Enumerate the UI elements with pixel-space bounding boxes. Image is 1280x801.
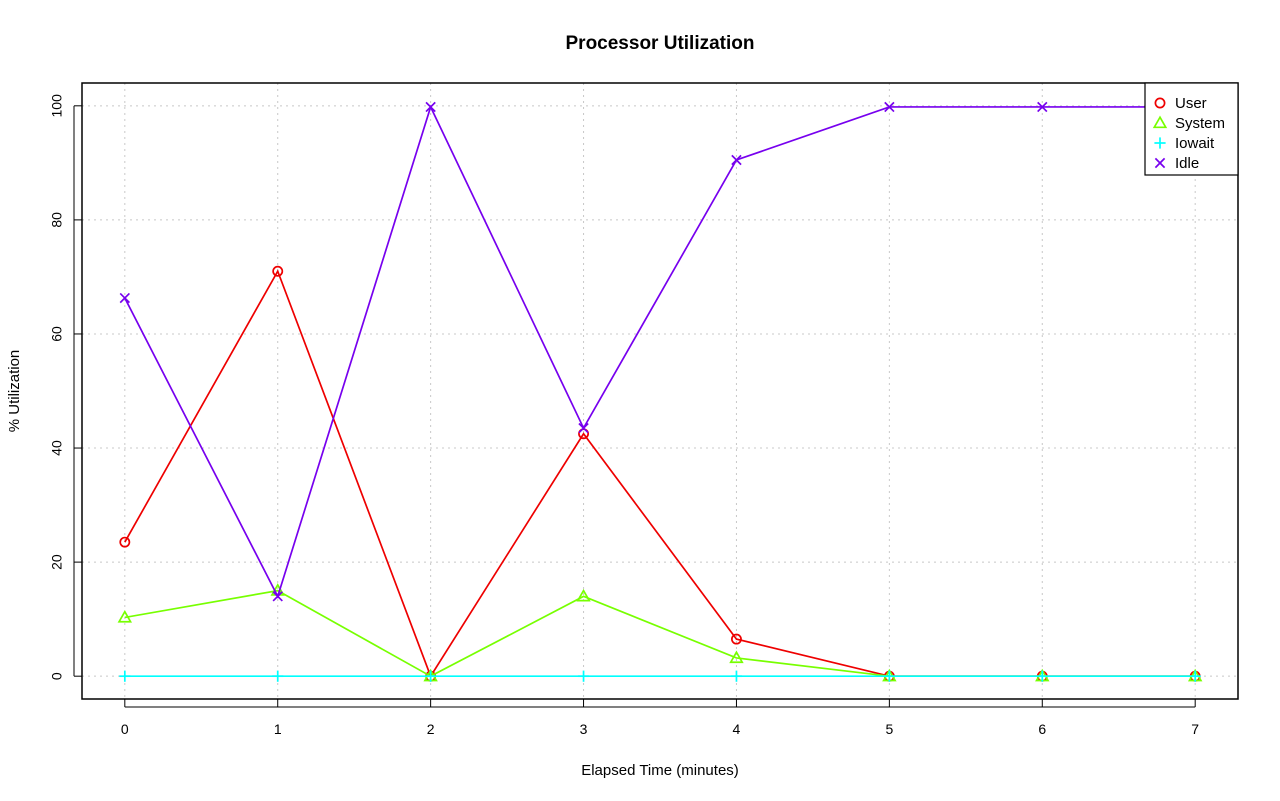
marker-cross-b xyxy=(272,591,283,602)
y-tick-label: 20 xyxy=(49,554,65,570)
x-axis-label: Elapsed Time (minutes) xyxy=(581,762,739,779)
y-tick-label: 0 xyxy=(49,672,65,680)
legend-item-idle: Idle xyxy=(1154,155,1199,172)
data-point-system xyxy=(576,588,591,602)
series-layer xyxy=(117,101,1203,682)
axes: 0 1 2 3 4 5 6 7 0 20 40 60 80 100 xyxy=(49,94,1200,737)
data-point-idle xyxy=(425,101,436,113)
y-tick-label: 40 xyxy=(49,440,65,456)
data-point-idle xyxy=(272,591,283,602)
series-line-system xyxy=(124,589,1196,678)
data-point-idle xyxy=(578,422,589,434)
data-point-iowait xyxy=(577,670,590,682)
marker-circle xyxy=(1154,97,1166,109)
y-tick-label: 80 xyxy=(49,212,65,228)
data-point-system xyxy=(729,650,744,664)
marker-cross-b xyxy=(425,101,436,113)
legend-label-iowait: Iowait xyxy=(1175,135,1215,152)
series-line-idle xyxy=(124,104,1196,599)
marker-cross-b xyxy=(1037,101,1048,113)
data-point-iowait xyxy=(1036,670,1048,682)
marker-triangle xyxy=(117,609,133,623)
x-tick-label: 3 xyxy=(580,721,588,737)
legend: User System Iowait Idle xyxy=(1144,82,1239,176)
legend-item-iowait: Iowait xyxy=(1154,135,1215,152)
legend-label-user: User xyxy=(1175,95,1207,112)
chart-title: Processor Utilization xyxy=(566,33,755,54)
x-tick-label: 5 xyxy=(885,721,893,737)
legend-marker-user xyxy=(1154,97,1166,109)
y-tick-label: 100 xyxy=(49,94,65,118)
legend-item-system: System xyxy=(1152,115,1225,132)
data-point-user xyxy=(119,536,131,548)
marker-triangle xyxy=(576,588,591,602)
data-point-iowait xyxy=(730,670,743,682)
data-point-system xyxy=(117,609,133,623)
series-iowait xyxy=(119,670,1201,682)
x-tick-label: 2 xyxy=(427,721,435,737)
marker-cross-b xyxy=(884,101,895,113)
plot-area-frame xyxy=(81,82,1239,700)
series-user xyxy=(119,265,1201,682)
legend-label-system: System xyxy=(1175,115,1225,132)
series-line-user xyxy=(124,269,1196,679)
marker-circle xyxy=(272,265,284,277)
data-point-iowait xyxy=(883,670,895,682)
y-axis-label: % Utilization xyxy=(6,350,23,433)
marker-cross-b xyxy=(119,292,131,304)
legend-item-user: User xyxy=(1154,95,1207,112)
data-point-iowait xyxy=(1189,670,1201,682)
data-point-iowait xyxy=(119,670,131,682)
y-tick-label: 60 xyxy=(49,326,65,342)
legend-marker-iowait xyxy=(1154,137,1166,149)
x-tick-label: 6 xyxy=(1038,721,1046,737)
legend-marker-system xyxy=(1152,115,1168,129)
data-point-idle xyxy=(119,292,131,304)
x-tick-label: 4 xyxy=(733,721,741,737)
series-idle xyxy=(119,101,1201,602)
x-tick-label: 1 xyxy=(274,721,282,737)
data-point-user xyxy=(731,633,742,645)
x-tick-label: 0 xyxy=(121,721,129,737)
marker-circle xyxy=(731,633,742,645)
grid xyxy=(82,83,1238,699)
legend-marker-idle xyxy=(1154,157,1166,169)
marker-cross-b xyxy=(731,154,742,166)
marker-cross-b xyxy=(1154,157,1166,169)
data-point-idle xyxy=(884,101,895,113)
marker-cross-b xyxy=(578,422,589,434)
legend-label-idle: Idle xyxy=(1175,155,1199,172)
marker-triangle xyxy=(1152,115,1168,129)
marker-triangle xyxy=(729,650,744,664)
data-point-iowait xyxy=(425,670,437,682)
x-tick-label: 7 xyxy=(1191,721,1199,737)
data-point-user xyxy=(272,265,284,277)
data-point-idle xyxy=(731,154,742,166)
data-point-iowait xyxy=(272,670,284,682)
marker-circle xyxy=(119,536,131,548)
data-point-idle xyxy=(1037,101,1048,113)
